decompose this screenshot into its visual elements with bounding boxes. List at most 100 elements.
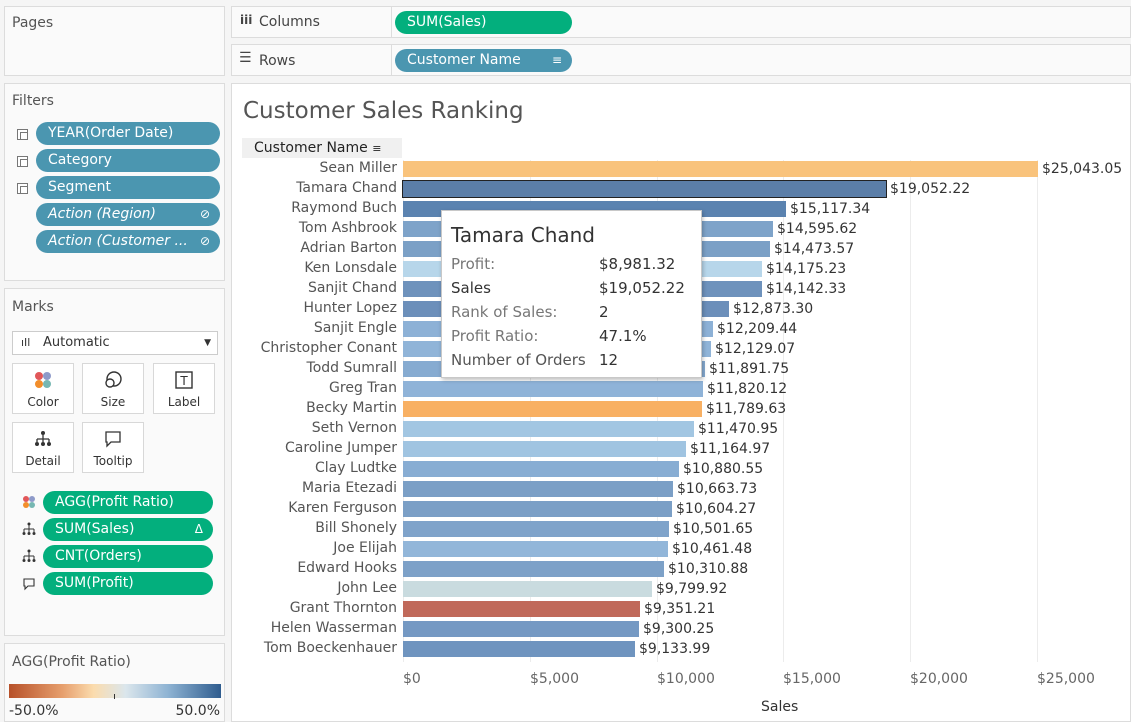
mark-type-dropdown[interactable]: ıIl Automatic ▼ (12, 331, 218, 355)
bar[interactable] (403, 641, 635, 657)
bar[interactable] (403, 481, 673, 497)
legend-gradient (9, 684, 221, 698)
bar-value-label: $11,470.95 (698, 421, 779, 437)
bar[interactable] (403, 601, 640, 617)
row-label[interactable]: Sanjit Engle (313, 320, 397, 336)
marks-title: Marks (12, 299, 54, 315)
chart-title: Customer Sales Ranking (243, 98, 524, 124)
bar[interactable] (403, 581, 652, 597)
bar[interactable] (403, 621, 639, 637)
row-label[interactable]: Raymond Buch (291, 200, 397, 216)
row-label[interactable]: Todd Sumrall (306, 360, 397, 376)
bar-value-label: $10,461.48 (672, 541, 753, 557)
bar[interactable] (403, 401, 702, 417)
row-label[interactable]: John Lee (337, 580, 397, 596)
gridline (1037, 160, 1038, 662)
detail-icon (22, 522, 36, 535)
row-label[interactable]: Adrian Barton (300, 240, 397, 256)
filter-pill-category[interactable]: Category (36, 149, 220, 172)
legend-midpoint-marker (114, 694, 115, 699)
bar[interactable] (402, 180, 887, 198)
detail-button-label: Detail (25, 454, 61, 468)
filter-pill-action-region[interactable]: Action (Region) ⊘ (36, 203, 220, 226)
bar[interactable] (403, 521, 669, 537)
row-label[interactable]: Maria Etezadi (302, 480, 397, 496)
tooltip-row-value: 47.1% (599, 327, 647, 345)
rows-shelf: ☰ Rows Customer Name ≡ (231, 44, 1131, 76)
filter-icon (17, 129, 28, 140)
detail-button[interactable]: Detail (12, 422, 74, 473)
bar-value-label: $9,300.25 (643, 621, 715, 637)
row-label[interactable]: Edward Hooks (297, 560, 397, 576)
row-label[interactable]: Sanjit Chand (307, 280, 397, 296)
pages-card: Pages (4, 6, 225, 76)
bar-value-label: $9,799.92 (656, 581, 728, 597)
bar-value-label: $11,891.75 (709, 361, 790, 377)
row-label[interactable]: Grant Thornton (289, 600, 397, 616)
x-tick-label: $0 (403, 671, 421, 687)
x-tick-label: $10,000 (657, 671, 715, 687)
filters-card: Filters YEAR(Order Date) Category Segmen… (4, 83, 225, 281)
columns-pill-sum-sales[interactable]: SUM(Sales) (395, 11, 572, 34)
row-label[interactable]: Greg Tran (329, 380, 397, 396)
row-label[interactable]: Ken Lonsdale (304, 260, 397, 276)
size-button[interactable]: Size (82, 363, 144, 414)
row-label[interactable]: Becky Martin (306, 400, 397, 416)
tooltip-button-label: Tooltip (93, 454, 133, 468)
mark-field-profit-ratio[interactable]: AGG(Profit Ratio) (43, 491, 213, 514)
tooltip-button[interactable]: Tooltip (82, 422, 144, 473)
tooltip-row-label: Profit: (451, 255, 496, 273)
color-button[interactable]: Color (12, 363, 74, 414)
mark-field-sum-sales[interactable]: SUM(Sales) Δ (43, 518, 213, 541)
rows-pill-customer-name[interactable]: Customer Name ≡ (395, 49, 572, 72)
filter-icon (17, 183, 28, 194)
label-button[interactable]: T Label (153, 363, 215, 414)
row-label[interactable]: Christopher Conant (260, 340, 397, 356)
bar-value-label: $12,129.07 (715, 341, 796, 357)
filter-pill-label: Action (Region) (48, 206, 157, 222)
bar-value-label: $14,473.57 (774, 241, 855, 257)
bar-value-label: $19,052.22 (890, 181, 971, 197)
bar-value-label: $14,175.23 (766, 261, 847, 277)
row-label[interactable]: Clay Ludtke (314, 460, 397, 476)
tooltip-panel: Tamara Chand Profit: $8,981.32 Sales $19… (441, 210, 702, 378)
bar[interactable] (403, 541, 668, 557)
bar[interactable] (403, 461, 679, 477)
filter-pill-segment[interactable]: Segment (36, 176, 220, 199)
row-label[interactable]: Tamara Chand (296, 180, 397, 196)
row-label[interactable]: Hunter Lopez (303, 300, 397, 316)
color-icon (13, 370, 73, 392)
mark-field-sum-profit[interactable]: SUM(Profit) (43, 572, 213, 595)
tooltip-row-value: $19,052.22 (599, 279, 685, 297)
bar[interactable] (403, 441, 686, 457)
row-header[interactable]: Customer Name ≡ (242, 138, 402, 158)
bar[interactable] (403, 421, 694, 437)
filter-pill-action-customer[interactable]: Action (Customer ... ⊘ (36, 230, 220, 253)
bar-value-label: $11,164.97 (690, 441, 771, 457)
row-label[interactable]: Tom Boeckenhauer (263, 640, 397, 656)
row-label[interactable]: Bill Shonely (315, 520, 397, 536)
row-label[interactable]: Karen Ferguson (288, 500, 397, 516)
row-label[interactable]: Helen Wasserman (270, 620, 397, 636)
row-label[interactable]: Seth Vernon (311, 420, 397, 436)
mark-field-cnt-orders[interactable]: CNT(Orders) (43, 545, 213, 568)
row-label[interactable]: Sean Miller (319, 160, 397, 176)
bar[interactable] (403, 161, 1038, 177)
label-button-label: Label (167, 395, 201, 409)
detail-icon (22, 549, 36, 562)
filter-pill-label: Action (Customer ... (48, 233, 188, 249)
size-button-label: Size (100, 395, 126, 409)
x-tick-label: $15,000 (783, 671, 841, 687)
mark-type-value: Automatic (43, 335, 110, 350)
bar[interactable] (403, 501, 672, 517)
row-label[interactable]: Joe Elijah (333, 540, 397, 556)
row-label[interactable]: Tom Ashbrook (298, 220, 397, 236)
bar-value-label: $12,873.30 (733, 301, 814, 317)
bar-value-label: $10,880.55 (683, 461, 764, 477)
row-label[interactable]: Caroline Jumper (285, 440, 397, 456)
filter-pill-year[interactable]: YEAR(Order Date) (36, 122, 220, 145)
bar[interactable] (403, 561, 664, 577)
bar[interactable] (403, 381, 703, 397)
shelf-divider (391, 45, 392, 75)
tooltip-row-label: Number of Orders (451, 351, 586, 369)
